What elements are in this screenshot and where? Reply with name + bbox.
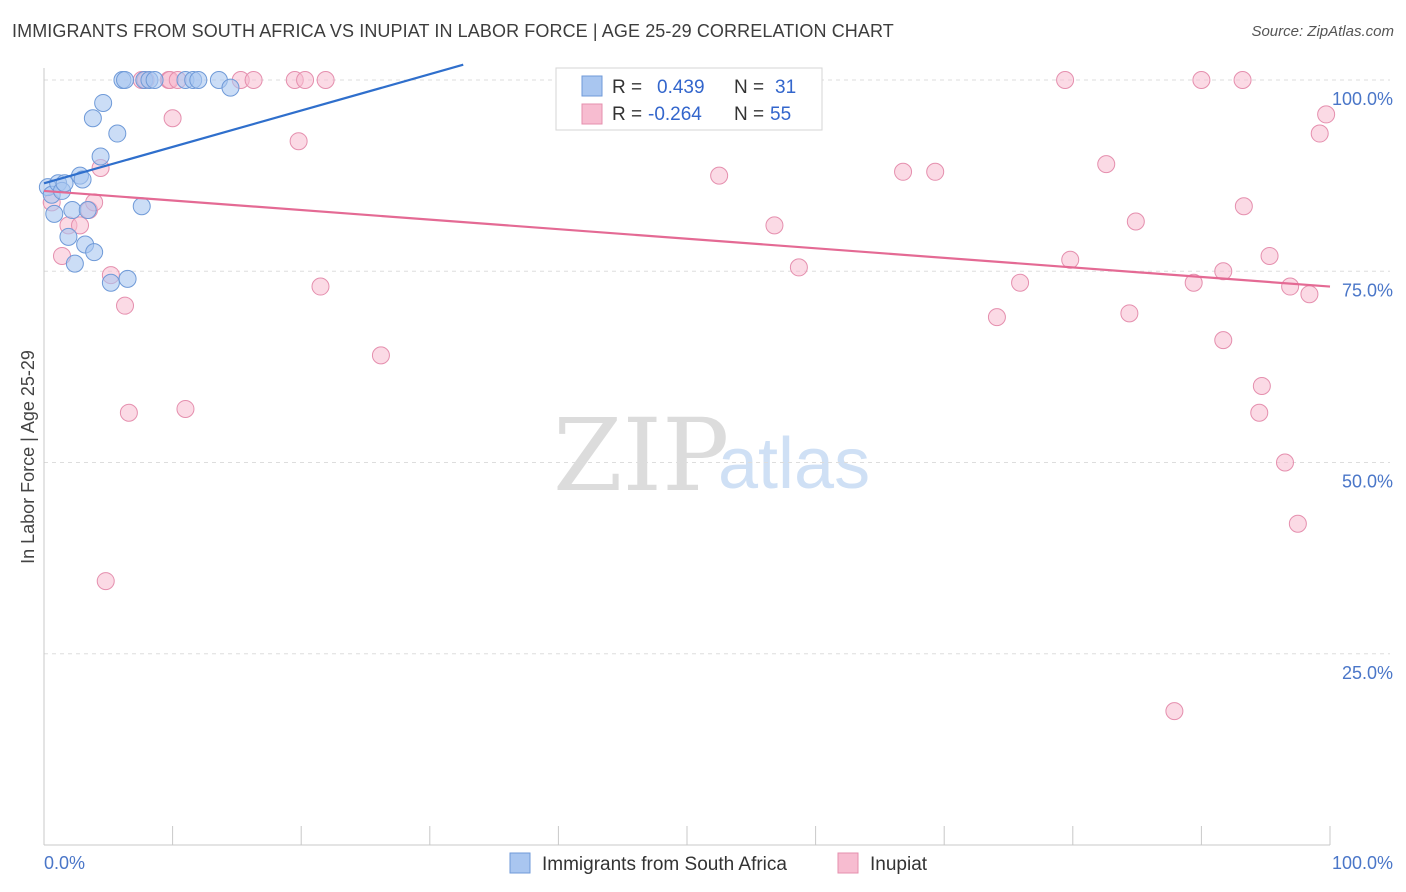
inupiat-point: [1252, 377, 1271, 395]
legend-swatch-blue: [581, 75, 603, 97]
y-tick-labels: 100.0% 75.0% 50.0% 25.0%: [1332, 89, 1393, 683]
inupiat-point: [765, 216, 784, 235]
inupiat-point: [116, 296, 135, 315]
inupiat-point: [1011, 273, 1030, 292]
inupiat-point: [289, 132, 308, 151]
inupiat-point: [789, 258, 808, 277]
inupiat-point: [1250, 403, 1269, 422]
chart-title: IMMIGRANTS FROM SOUTH AFRICA VS INUPIAT …: [12, 21, 894, 41]
inupiat-point: [710, 166, 729, 185]
south-africa-point: [73, 170, 92, 189]
inupiat-point: [926, 162, 945, 181]
inupiat-point: [1192, 71, 1211, 89]
trend-lines: [43, 63, 1331, 288]
inupiat-point: [1310, 124, 1329, 143]
inupiat-point: [176, 399, 195, 418]
south-africa-point: [85, 243, 104, 262]
legend-n-value-2: 55: [770, 104, 791, 125]
inupiat-point: [1317, 105, 1336, 124]
inupiat-point: [1120, 304, 1139, 323]
inupiat-point: [1234, 197, 1253, 216]
gridlines: [44, 79, 1390, 655]
y-tick-label: 25.0%: [1342, 663, 1393, 683]
inupiat-point: [1300, 285, 1319, 304]
inupiat-point: [1260, 246, 1279, 265]
south-africa-point: [94, 93, 113, 112]
y-tick-label: 100.0%: [1332, 89, 1393, 109]
south-africa-point: [101, 273, 120, 292]
inupiat-point: [119, 403, 138, 422]
bottom-legend-swatch-blue: [509, 852, 531, 874]
south-africa-point: [65, 254, 84, 273]
south-africa-point: [91, 147, 110, 166]
inupiat-point: [894, 162, 913, 181]
inupiat-point: [1214, 331, 1233, 350]
south-africa-point: [78, 201, 97, 220]
south-africa-point: [45, 204, 64, 223]
inupiat-point: [1214, 262, 1233, 281]
legend-n-label-1: N =: [734, 77, 764, 98]
legend-swatch-pink: [581, 103, 603, 125]
south-africa-point: [116, 71, 135, 89]
south-africa-point: [189, 71, 208, 89]
south-africa-point: [145, 71, 164, 89]
inupiat-point: [71, 216, 90, 235]
trend-line-south-africa: [43, 63, 464, 185]
inupiat-point: [1233, 71, 1252, 89]
series-south-africa: [38, 71, 240, 292]
y-tick-label: 75.0%: [1342, 280, 1393, 300]
x-ticks: [43, 826, 1331, 845]
inupiat-point: [1184, 273, 1203, 292]
inupiat-point: [96, 572, 115, 591]
source-label: Source: ZipAtlas.com: [1251, 23, 1394, 40]
inupiat-point: [1126, 212, 1145, 231]
inupiat-point: [163, 109, 182, 128]
inupiat-point: [987, 308, 1006, 327]
x-tick-label-min: 0.0%: [44, 853, 85, 873]
legend-n-value-1: 31: [775, 77, 796, 98]
south-africa-point: [132, 197, 151, 216]
watermark: ZIP atlas: [553, 397, 870, 514]
bottom-legend: Immigrants from South Africa Inupiat: [509, 852, 928, 875]
inupiat-point: [371, 346, 390, 365]
south-africa-point: [63, 201, 82, 220]
legend-r-value-1: 0.439: [657, 77, 705, 98]
inupiat-point: [1097, 155, 1116, 174]
inupiat-point: [1056, 71, 1075, 89]
inupiat-point: [1275, 453, 1294, 472]
bottom-legend-swatch-pink: [837, 852, 859, 874]
inupiat-point: [311, 277, 330, 296]
south-africa-point: [221, 78, 240, 97]
legend-r-label-2: R =: [612, 104, 642, 125]
x-tick-label-max: 100.0%: [1332, 853, 1393, 873]
legend-n-label-2: N =: [734, 104, 764, 125]
inupiat-point: [1288, 514, 1307, 533]
y-axis-title: In Labor Force | Age 25-29: [18, 350, 38, 564]
stats-legend: R = 0.439 N = 31 R = -0.264 N = 55: [555, 67, 823, 131]
inupiat-point: [296, 71, 315, 89]
inupiat-point: [1281, 277, 1300, 296]
series-inupiat: [42, 71, 1336, 721]
bottom-legend-label-south-africa: Immigrants from South Africa: [542, 854, 787, 875]
inupiat-point: [316, 71, 335, 89]
inupiat-point: [244, 71, 263, 89]
inupiat-point: [1165, 702, 1184, 721]
south-africa-point: [118, 269, 137, 288]
trend-line-inupiat: [43, 189, 1331, 288]
legend-r-label-1: R =: [612, 77, 642, 98]
south-africa-point: [59, 227, 78, 246]
legend-r-value-2: -0.264: [648, 104, 702, 125]
watermark-atlas: atlas: [718, 424, 870, 504]
y-tick-label: 50.0%: [1342, 472, 1393, 492]
bottom-legend-label-inupiat: Inupiat: [870, 854, 928, 875]
south-africa-point: [83, 109, 102, 128]
south-africa-point: [108, 124, 127, 143]
watermark-zip: ZIP: [553, 397, 729, 514]
